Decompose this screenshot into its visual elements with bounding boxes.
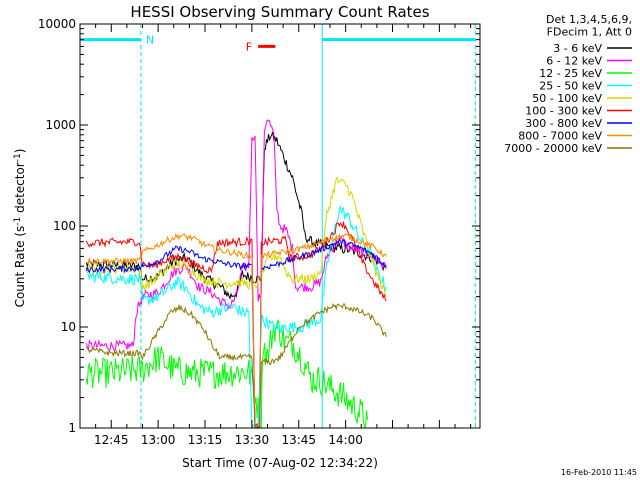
- legend-label-4: 50 - 100 keV: [532, 92, 602, 105]
- legend-label-2: 12 - 25 keV: [539, 67, 602, 80]
- legend-label-3: 25 - 50 keV: [539, 80, 602, 93]
- y-tick-label: 100: [53, 219, 76, 233]
- series-line-1: [85, 119, 387, 352]
- legend-label-7: 800 - 7000 keV: [518, 130, 602, 143]
- x-tick-label: 14:00: [328, 433, 363, 447]
- y-label-suffix: ): [13, 149, 27, 154]
- series-line-8: [86, 302, 387, 429]
- y-tick-label: 1: [68, 421, 76, 435]
- legend-label-5: 100 - 300 keV: [525, 105, 602, 118]
- axes: 12:45 13:00 13:15 13:30 13:45 14:00 1 10 100 1000…: [38, 17, 481, 447]
- series-line-0: [85, 131, 387, 300]
- legend-label-8: 7000 - 20000 keV: [504, 142, 602, 155]
- flare-label: F: [246, 40, 252, 53]
- legend-header-1: FDecim 1, Att 0: [547, 26, 632, 39]
- legend: Det 1,3,4,5,6,9,FDecim 1, Att 0 3 - 6 keV…: [504, 13, 632, 155]
- series-line-2: [85, 319, 368, 429]
- legend-label-6: 300 - 800 keV: [525, 117, 602, 130]
- y-label-prefix: Count Rate (s: [13, 226, 27, 308]
- flare-interval: F: [246, 40, 276, 53]
- x-tick-label: 13:30: [235, 433, 270, 447]
- x-tick-label: 13:00: [141, 433, 176, 447]
- legend-header-0: Det 1,3,4,5,6,9,: [546, 13, 632, 26]
- y-tick-label: 10: [61, 320, 76, 334]
- legend-label-0: 3 - 6 keV: [553, 42, 602, 55]
- y-tick-label: 10000: [38, 17, 76, 31]
- x-tick-label: 13:45: [281, 433, 316, 447]
- chart-title: HESSI Observing Summary Count Rates: [130, 3, 429, 21]
- series-lines: [85, 119, 387, 430]
- y-tick-label: 1000: [45, 118, 76, 132]
- y-label-sup-1: -1: [13, 217, 23, 226]
- series-line-7: [86, 232, 387, 429]
- night-label: N: [146, 34, 154, 47]
- timestamp: 16-Feb-2010 11:45: [561, 468, 637, 477]
- series-line-5: [85, 221, 387, 430]
- y-axis-label: Count Rate (s-1 detector-1): [13, 149, 27, 308]
- legend-label-1: 6 - 12 keV: [546, 55, 602, 68]
- y-label-mid: detector: [13, 162, 27, 217]
- x-tick-label: 12:45: [94, 433, 129, 447]
- x-tick-label: 13:15: [188, 433, 223, 447]
- series-line-6: [85, 238, 387, 429]
- x-axis-label: Start Time (07-Aug-02 12:34:22): [182, 456, 378, 470]
- y-label-sup-2: -1: [13, 153, 23, 162]
